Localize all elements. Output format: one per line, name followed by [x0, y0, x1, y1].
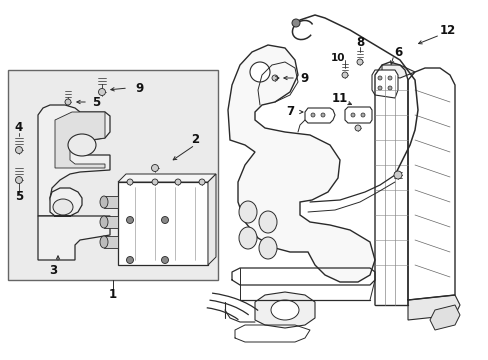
Ellipse shape — [100, 196, 108, 208]
Circle shape — [151, 165, 158, 171]
Ellipse shape — [259, 211, 276, 233]
Text: 9: 9 — [299, 72, 307, 85]
Polygon shape — [381, 65, 414, 78]
Polygon shape — [407, 295, 459, 320]
Text: 12: 12 — [439, 23, 455, 36]
Polygon shape — [429, 305, 459, 330]
Circle shape — [16, 176, 22, 184]
Polygon shape — [104, 196, 118, 208]
Polygon shape — [207, 174, 216, 265]
Polygon shape — [118, 182, 207, 265]
Polygon shape — [305, 108, 334, 123]
Polygon shape — [38, 188, 110, 260]
Circle shape — [271, 75, 278, 81]
Circle shape — [320, 113, 325, 117]
Text: 9: 9 — [136, 81, 144, 94]
Text: 1: 1 — [109, 288, 117, 301]
Ellipse shape — [53, 199, 73, 215]
Polygon shape — [38, 105, 110, 216]
Bar — [8, 70, 218, 280]
Circle shape — [360, 113, 364, 117]
Circle shape — [350, 113, 354, 117]
Polygon shape — [104, 216, 118, 228]
Circle shape — [387, 76, 391, 80]
Circle shape — [341, 72, 347, 78]
Text: 3: 3 — [49, 264, 57, 276]
Circle shape — [175, 179, 181, 185]
Circle shape — [199, 179, 204, 185]
Text: 7: 7 — [285, 105, 293, 118]
Circle shape — [310, 113, 314, 117]
Ellipse shape — [68, 134, 96, 156]
Ellipse shape — [239, 227, 257, 249]
Circle shape — [249, 62, 269, 82]
Ellipse shape — [100, 236, 108, 248]
Circle shape — [356, 59, 362, 65]
Ellipse shape — [100, 216, 108, 228]
Text: 5: 5 — [15, 190, 23, 203]
Polygon shape — [371, 70, 397, 98]
Circle shape — [126, 216, 133, 224]
Polygon shape — [104, 236, 118, 248]
Polygon shape — [345, 107, 371, 123]
Polygon shape — [254, 292, 314, 328]
Ellipse shape — [270, 300, 298, 320]
Circle shape — [126, 256, 133, 264]
Polygon shape — [55, 112, 105, 168]
Circle shape — [354, 125, 360, 131]
Circle shape — [127, 179, 133, 185]
Circle shape — [161, 256, 168, 264]
Circle shape — [65, 99, 71, 105]
Circle shape — [387, 86, 391, 90]
Circle shape — [291, 19, 299, 27]
Text: 4: 4 — [15, 121, 23, 135]
Ellipse shape — [259, 237, 276, 259]
Text: 11: 11 — [331, 91, 347, 104]
Circle shape — [152, 179, 158, 185]
Ellipse shape — [239, 201, 257, 223]
Circle shape — [98, 89, 105, 95]
Polygon shape — [227, 45, 374, 282]
Circle shape — [161, 216, 168, 224]
Circle shape — [16, 147, 22, 153]
Text: 8: 8 — [355, 36, 364, 49]
Text: 5: 5 — [92, 95, 100, 108]
Circle shape — [377, 76, 381, 80]
Text: 6: 6 — [393, 45, 401, 58]
Circle shape — [393, 171, 401, 179]
Text: 2: 2 — [190, 134, 199, 147]
Polygon shape — [118, 174, 216, 182]
Circle shape — [377, 86, 381, 90]
Text: 10: 10 — [330, 53, 345, 63]
